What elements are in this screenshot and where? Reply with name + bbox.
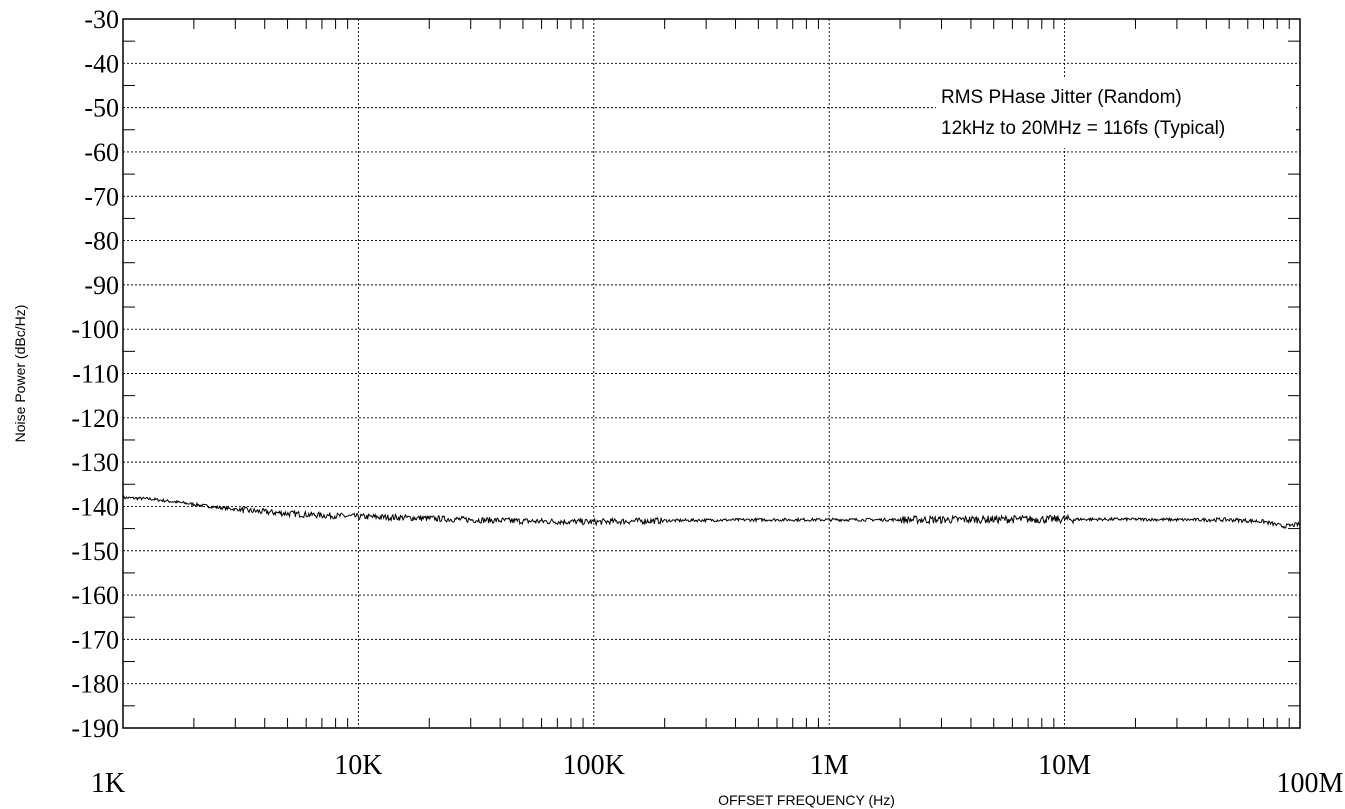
x-tick-label: 100K <box>563 750 625 781</box>
y-tick-label: -140 <box>71 492 119 521</box>
y-tick-label: -40 <box>84 49 119 78</box>
y-tick-label: -110 <box>72 360 119 389</box>
y-tick-label: -30 <box>84 5 119 34</box>
y-tick-label: -50 <box>84 94 119 123</box>
annotation-line-1: RMS PHase Jitter (Random) <box>941 87 1182 108</box>
x-tick-label: 100M <box>1277 768 1344 799</box>
y-tick-label: -170 <box>71 625 119 654</box>
y-tick-label: -90 <box>84 271 119 300</box>
y-tick-label: -100 <box>71 315 119 344</box>
minor-ticks <box>123 19 1300 728</box>
series-layer <box>122 494 1301 529</box>
x-axis-label: OFFSET FREQUENCY (Hz) <box>718 792 895 808</box>
y-tick-label: -180 <box>71 670 119 699</box>
y-tick-label: -190 <box>71 714 119 743</box>
x-tick-label: 1K <box>91 768 125 799</box>
y-tick-label: -130 <box>71 448 119 477</box>
annotation-background <box>936 78 1296 148</box>
plot-frame <box>122 18 1301 729</box>
y-tick-labels: -30 -40 -50 -60 -70 -80 -90 -100 -110 -120 -130 -14… <box>71 5 119 743</box>
x-tick-label: 1M <box>810 750 849 781</box>
x-tick-label: 10K <box>334 750 382 781</box>
y-tick-label: -160 <box>71 581 119 610</box>
y-axis-label: Noise Power (dBc/Hz) <box>12 305 28 443</box>
y-tick-label: -120 <box>71 404 119 433</box>
x-tick-labels: 1K 10K 100K 1M 10M 100M <box>91 750 1344 799</box>
y-tick-label: -150 <box>71 537 119 566</box>
y-tick-label: -70 <box>84 182 119 211</box>
x-tick-label: 10M <box>1038 750 1091 781</box>
y-tick-label: -80 <box>84 227 119 256</box>
y-tick-label: -60 <box>84 138 119 167</box>
series-line <box>122 494 1301 529</box>
annotation-line-2: 12kHz to 20MHz = 116fs (Typical) <box>941 118 1225 139</box>
grid <box>123 19 1300 728</box>
